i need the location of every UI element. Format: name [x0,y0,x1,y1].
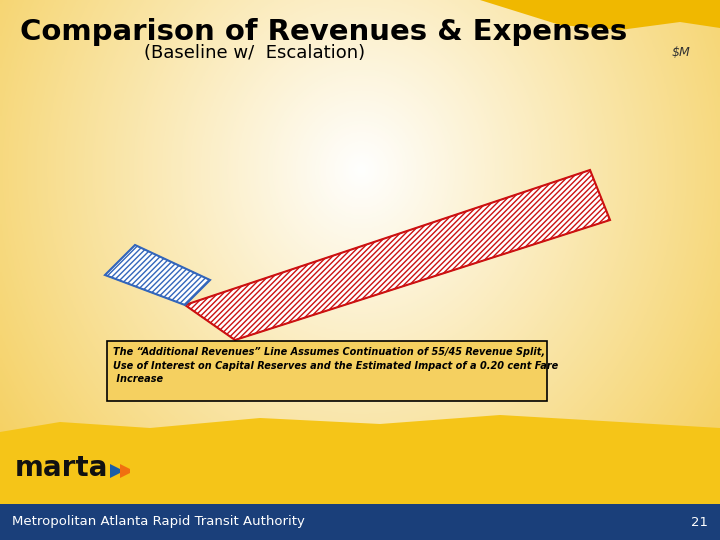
Text: Metropolitan Atlanta Rapid Transit Authority: Metropolitan Atlanta Rapid Transit Autho… [12,516,305,529]
Polygon shape [130,464,144,478]
Text: (Baseline w/  Escalation): (Baseline w/ Escalation) [145,44,366,62]
FancyBboxPatch shape [107,341,547,401]
Text: marta: marta [15,454,109,482]
Text: $M: $M [672,46,690,59]
Polygon shape [185,170,610,340]
Text: The “Additional Revenues” Line Assumes Continuation of 55/45 Revenue Split,
Use : The “Additional Revenues” Line Assumes C… [113,347,558,384]
Text: Comparison of Revenues & Expenses: Comparison of Revenues & Expenses [20,18,627,46]
Bar [0,504,720,540]
Polygon shape [105,245,210,305]
Polygon shape [480,0,720,30]
Text: 21: 21 [691,516,708,529]
Polygon shape [0,415,720,504]
Polygon shape [0,420,720,540]
Polygon shape [120,464,134,478]
Polygon shape [110,464,124,478]
